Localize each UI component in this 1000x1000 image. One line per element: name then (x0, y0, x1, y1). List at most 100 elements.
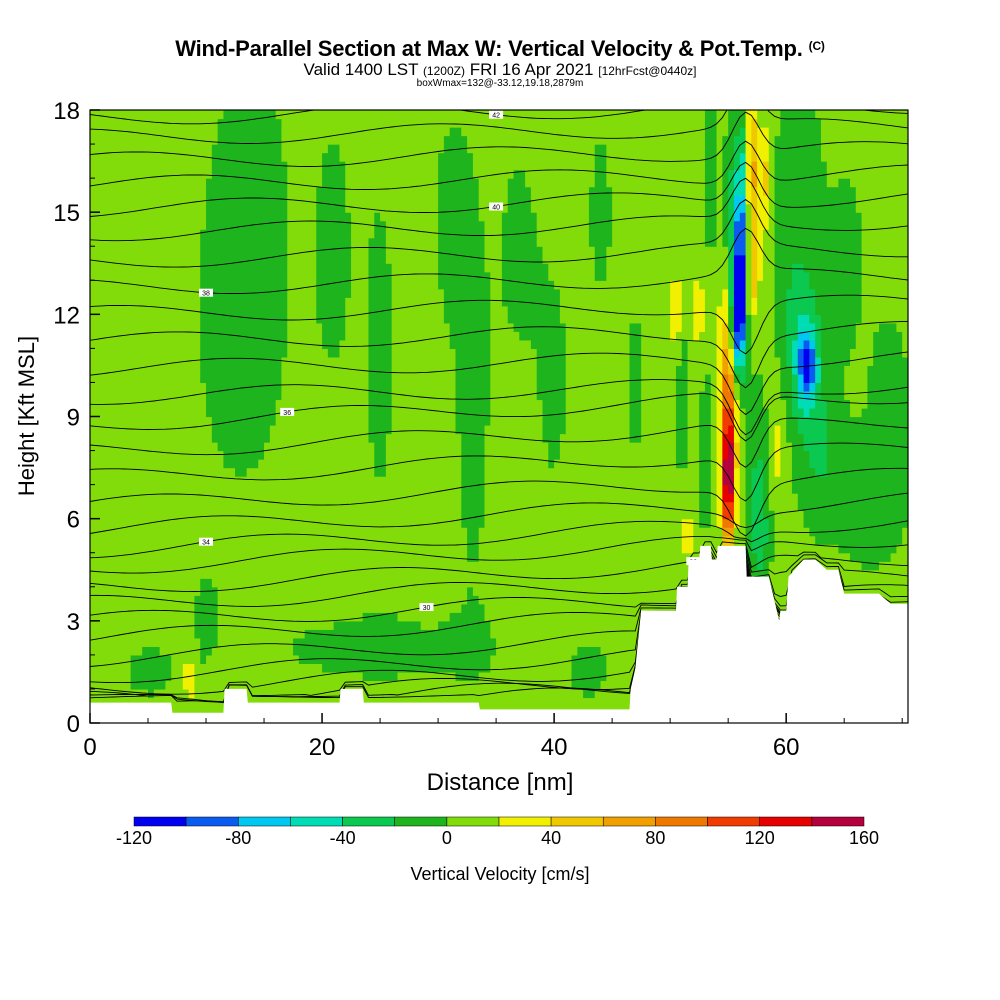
velocity-cell (867, 467, 874, 477)
velocity-cell (246, 586, 254, 596)
velocity-cell (194, 450, 201, 460)
velocity-cell (664, 569, 671, 579)
velocity-cell (356, 459, 364, 469)
velocity-cell (159, 569, 167, 579)
velocity-cell (606, 535, 613, 545)
velocity-cell (646, 527, 654, 537)
velocity-cell (449, 637, 457, 647)
velocity-cell (211, 552, 219, 562)
velocity-cell (362, 476, 370, 486)
velocity-cell (525, 586, 532, 596)
velocity-cell (455, 637, 462, 647)
velocity-cell (542, 425, 549, 435)
velocity-cell (159, 671, 167, 682)
velocity-cell (391, 603, 399, 613)
velocity-cell (165, 459, 172, 469)
velocity-cell (710, 518, 718, 528)
velocity-cell (275, 450, 283, 460)
velocity-cell (380, 535, 387, 545)
velocity-cell (258, 697, 265, 707)
velocity-cell (652, 561, 660, 571)
velocity-cell (559, 501, 567, 511)
velocity-cell (490, 586, 497, 596)
velocity-cell (762, 510, 770, 520)
velocity-cell (774, 535, 781, 545)
velocity-cell (101, 637, 108, 647)
velocity-cell (142, 603, 149, 613)
velocity-cell (809, 544, 816, 554)
velocity-cell (751, 425, 758, 435)
velocity-cell (107, 671, 114, 682)
velocity-cell (530, 629, 538, 639)
velocity-cell (525, 646, 532, 656)
velocity-cell (873, 527, 880, 537)
velocity-cell (449, 467, 457, 477)
velocity-cell (275, 493, 283, 503)
velocity-cell (374, 433, 381, 443)
velocity-cell (594, 544, 602, 554)
velocity-cell (287, 578, 294, 588)
velocity-cell (119, 603, 126, 613)
velocity-cell (420, 561, 428, 571)
velocity-cell (391, 552, 399, 562)
velocity-cell (403, 637, 410, 647)
velocity-cell (774, 578, 781, 588)
velocity-cell (588, 569, 596, 579)
velocity-cell (327, 612, 335, 622)
velocity-cell (200, 510, 207, 520)
velocity-cell (861, 459, 868, 469)
velocity-cell (542, 620, 549, 630)
velocity-cell (90, 680, 97, 690)
velocity-cell (478, 595, 486, 605)
velocity-cell (849, 578, 857, 588)
velocity-cell (293, 671, 300, 682)
velocity-cell (240, 552, 248, 562)
velocity-cell (95, 450, 103, 460)
velocity-cell (391, 467, 399, 477)
velocity-cell (171, 637, 178, 647)
velocity-cell (293, 467, 300, 477)
velocity-cell (368, 688, 375, 699)
velocity-cell (356, 595, 364, 605)
velocity-cell (664, 552, 671, 562)
velocity-cell (484, 646, 491, 656)
velocity-cell (554, 493, 561, 503)
velocity-cell (287, 697, 294, 707)
velocity-cell (281, 688, 288, 699)
velocity-cell (606, 620, 613, 630)
velocity-cell (322, 620, 329, 630)
velocity-cell (362, 416, 370, 426)
velocity-cell (235, 450, 242, 460)
velocity-cell (478, 425, 486, 435)
velocity-cell (525, 578, 532, 588)
velocity-cell (896, 433, 903, 443)
velocity-cell (513, 697, 520, 707)
velocity-cell (188, 671, 196, 682)
velocity-cell (577, 442, 584, 452)
velocity-cell (130, 484, 138, 494)
velocity-cell (884, 484, 892, 494)
velocity-cell (119, 416, 126, 426)
velocity-cell (536, 646, 544, 656)
velocity-cell (327, 518, 335, 528)
velocity-cell (490, 518, 497, 528)
velocity-cell (368, 518, 375, 528)
velocity-cell (443, 510, 451, 520)
velocity-cell (200, 493, 207, 503)
velocity-cell (896, 569, 903, 579)
velocity-cell (159, 688, 167, 699)
velocity-cell (252, 697, 259, 707)
velocity-cell (293, 433, 300, 443)
velocity-cell (130, 663, 138, 673)
velocity-cell (281, 680, 288, 690)
velocity-cell (95, 697, 103, 707)
velocity-cell (235, 603, 242, 613)
velocity-cell (484, 535, 491, 545)
velocity-cell (374, 442, 381, 452)
velocity-cell (310, 680, 317, 690)
velocity-cell (333, 637, 341, 647)
velocity-cell (119, 680, 126, 690)
velocity-cell (472, 646, 480, 656)
velocity-cell (890, 535, 897, 545)
velocity-cell (426, 595, 433, 605)
